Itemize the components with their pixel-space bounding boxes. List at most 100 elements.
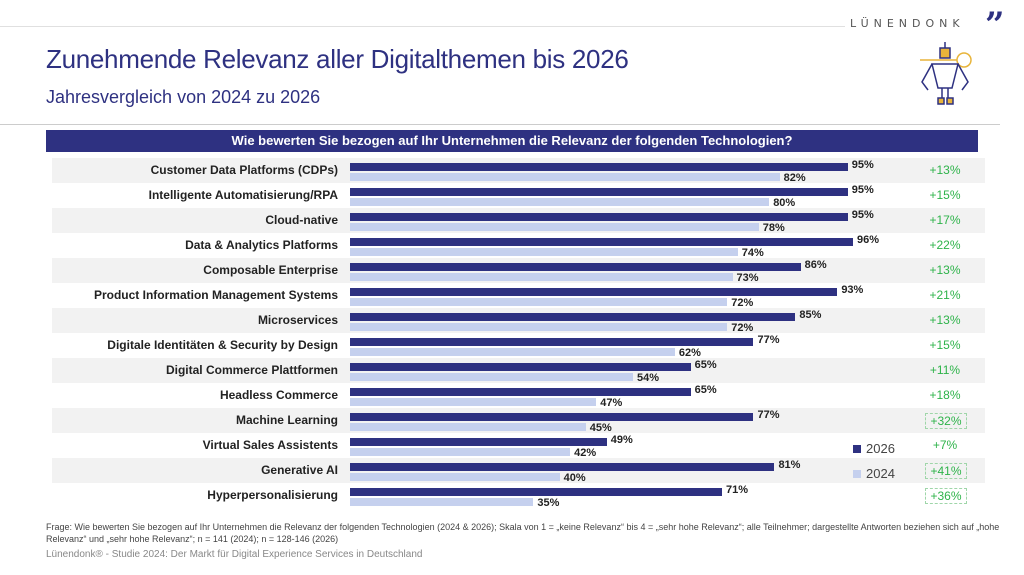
bar-2026 <box>350 288 838 296</box>
brand-logo-text: LÜNENDONK <box>850 17 965 30</box>
chart-question-banner: Wie bewerten Sie bezogen auf Ihr Unterne… <box>46 130 978 152</box>
delta-label: +13% <box>929 163 961 177</box>
category-label: Machine Learning <box>235 413 338 427</box>
bar-2026 <box>350 363 691 371</box>
value-label-2024: 45% <box>589 422 612 434</box>
delta-label: +13% <box>929 263 961 277</box>
bar-2026 <box>350 438 607 446</box>
bar-2026 <box>350 263 801 271</box>
delta-label: +11% <box>929 363 961 377</box>
category-label: Product Information Management Systems <box>93 288 338 302</box>
value-label-2024: 47% <box>600 397 623 409</box>
value-label-2026: 96% <box>857 234 880 246</box>
legend-label: 2026 <box>866 441 895 456</box>
legend-label: 2024 <box>866 466 895 481</box>
value-label-2026: 95% <box>851 209 874 221</box>
legend-item-2024: 2024 <box>853 466 895 481</box>
bar-2024 <box>350 198 770 206</box>
delta-label: +41% <box>925 463 967 479</box>
top-divider <box>0 26 845 27</box>
value-label-2026: 71% <box>726 484 749 496</box>
footnote: Frage: Wie bewerten Sie bezogen auf Ihr … <box>46 522 1000 544</box>
page-subtitle: Jahresvergleich von 2024 zu 2026 <box>46 87 321 107</box>
category-label: Cloud-native <box>265 213 338 227</box>
bar-2026 <box>350 413 754 421</box>
value-label-2024: 72% <box>731 322 754 334</box>
value-label-2026: 93% <box>841 284 864 296</box>
category-label: Microservices <box>257 313 338 327</box>
bar-2026 <box>350 338 754 346</box>
bar-2024 <box>350 448 571 456</box>
delta-label: +18% <box>929 388 961 402</box>
delta-label: +32% <box>925 413 967 429</box>
value-label-2024: 54% <box>636 372 659 384</box>
delta-label: +15% <box>929 338 961 352</box>
bar-2026 <box>350 488 723 496</box>
delta-label: +15% <box>929 188 961 202</box>
bar-2024 <box>350 373 633 381</box>
bar-2024 <box>350 323 728 331</box>
value-label-2026: 65% <box>694 359 717 371</box>
bar-2024 <box>350 398 597 406</box>
legend-swatch-2024 <box>853 470 861 478</box>
value-label-2026: 65% <box>694 384 717 396</box>
brand-quote-icon: ” <box>985 5 1005 45</box>
category-label: Hyperpersonalisierung <box>207 488 338 502</box>
value-label-2026: 95% <box>851 184 874 196</box>
value-label-2026: 95% <box>851 159 874 171</box>
category-label: Generative AI <box>261 463 338 477</box>
delta-label: +21% <box>929 288 961 302</box>
value-label-2026: 77% <box>757 334 780 346</box>
delta-label: +13% <box>929 313 961 327</box>
page-title: Zunehmende Relevanz aller Digitalthemen … <box>46 44 629 74</box>
bar-2026 <box>350 313 796 321</box>
bar-2024 <box>350 423 586 431</box>
value-label-2024: 72% <box>731 297 754 309</box>
value-label-2026: 86% <box>804 259 827 271</box>
bar-2024 <box>350 248 738 256</box>
category-label: Headless Commerce <box>219 388 338 402</box>
category-label: Intelligente Automatisierung/RPA <box>148 188 338 202</box>
value-label-2024: 78% <box>762 222 785 234</box>
value-label-2024: 80% <box>773 197 796 209</box>
bar-2024 <box>350 298 728 306</box>
value-label-2024: 74% <box>741 247 764 259</box>
delta-label: +7% <box>932 438 958 452</box>
bar-2026 <box>350 163 848 171</box>
value-label-2024: 73% <box>736 272 759 284</box>
value-label-2024: 62% <box>678 347 701 359</box>
value-label-2024: 35% <box>537 497 560 509</box>
bar-2024 <box>350 348 675 356</box>
delta-label: +22% <box>929 238 961 252</box>
bar-2026 <box>350 238 854 246</box>
value-label-2024: 82% <box>783 172 806 184</box>
value-label-2026: 85% <box>799 309 822 321</box>
category-label: Digital Commerce Plattformen <box>165 363 338 377</box>
value-label-2026: 49% <box>610 434 633 446</box>
legend-item-2026: 2026 <box>853 441 895 456</box>
bar-2026 <box>350 213 848 221</box>
bar-2026 <box>350 188 848 196</box>
value-label-2024: 40% <box>563 472 586 484</box>
category-label: Virtual Sales Assistents <box>202 438 338 452</box>
category-label: Customer Data Platforms (CDPs) <box>150 163 338 177</box>
divider <box>0 124 1000 125</box>
bar-2024 <box>350 223 759 231</box>
delta-label: +17% <box>929 213 961 227</box>
category-label: Composable Enterprise <box>203 263 338 277</box>
bar-2024 <box>350 473 560 481</box>
category-label: Digitale Identitäten & Security by Desig… <box>107 338 338 352</box>
source-note: Lünendonk® - Studie 2024: Der Markt für … <box>46 549 423 560</box>
bar-2026 <box>350 463 775 471</box>
value-label-2024: 42% <box>574 447 597 459</box>
bar-2024 <box>350 173 780 181</box>
bar-2024 <box>350 498 534 506</box>
value-label-2026: 77% <box>757 409 780 421</box>
bar-2026 <box>350 388 691 396</box>
bar-2024 <box>350 273 733 281</box>
value-label-2026: 81% <box>778 459 801 471</box>
category-label: Data & Analytics Platforms <box>185 238 338 252</box>
legend-swatch-2026 <box>853 445 861 453</box>
delta-label: +36% <box>925 488 967 504</box>
robot-illustration-icon <box>912 40 982 114</box>
